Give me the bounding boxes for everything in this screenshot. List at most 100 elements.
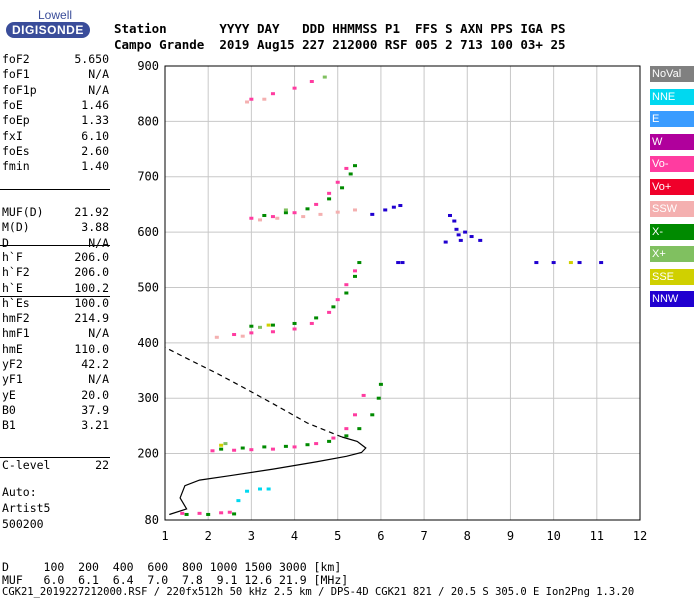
footer-muf-row: MUF 6.0 6.1 6.4 7.0 7.8 9.1 12.6 21.9 [M… (2, 573, 349, 587)
param-key: yF2 (2, 356, 23, 371)
electron-density-profile (169, 436, 367, 516)
echo-point (344, 283, 349, 287)
echo-point (219, 447, 224, 451)
x-tick-label: 8 (464, 529, 471, 543)
legend-sse: SSE (650, 268, 694, 285)
param-separator (0, 457, 110, 458)
plot-frame (164, 65, 641, 521)
echo-point (331, 436, 336, 440)
param-value: N/A (88, 326, 109, 341)
y-tick-label: 400 (137, 336, 159, 350)
param-foep: foEp 1.33 (2, 113, 109, 127)
param-key: foEs (2, 143, 30, 158)
param-value: 2.60 (81, 143, 109, 158)
echo-point (305, 207, 310, 211)
param-value: 42.2 (81, 356, 109, 371)
param-key: MUF(D) (2, 205, 44, 219)
echo-point (463, 230, 468, 234)
param-value: 5.650 (74, 52, 109, 66)
auto-label: Auto: (2, 485, 37, 499)
param-separator (0, 189, 110, 190)
legend-noval: NoVal (650, 66, 694, 82)
param-mufd: MUF(D) 21.92 (2, 205, 109, 219)
echo-point (469, 235, 474, 239)
legend-nne: NNE (650, 88, 694, 105)
param-hmf2: hmF2 214.9 (2, 311, 109, 325)
echo-point (335, 210, 340, 214)
legend-vo: Vo+ (650, 178, 694, 195)
param-key: foF1p (2, 82, 37, 97)
param-hes: h`Es 100.0 (2, 296, 109, 310)
echo-point (599, 261, 604, 265)
echo-point (361, 393, 366, 397)
echo-point (443, 240, 448, 244)
echo-point (454, 227, 459, 231)
x-tick-label: 6 (377, 529, 384, 543)
echo-point (219, 511, 224, 515)
echo-point (197, 511, 202, 515)
echo-point (236, 499, 241, 503)
echo-point (270, 447, 275, 451)
param-fof1: foF1 N/A (2, 67, 109, 81)
echo-point (448, 213, 452, 217)
echo-point (534, 261, 539, 265)
param-hf2: h`F2 206.0 (2, 265, 109, 279)
param-value: 100.2 (74, 280, 109, 295)
echo-point (292, 445, 297, 449)
param-key: foE (2, 97, 23, 112)
echo-point (270, 323, 275, 327)
echo-point (232, 512, 237, 516)
echo-point (223, 442, 228, 446)
param-b0: B0 37.9 (2, 403, 109, 417)
param-value: N/A (88, 67, 109, 82)
echo-point (249, 448, 254, 452)
param-value: N/A (88, 372, 109, 387)
x-tick-label: 11 (590, 529, 604, 543)
echo-point (270, 330, 275, 334)
param-foe: foE 1.46 (2, 98, 109, 112)
param-separator (0, 296, 110, 297)
echo-point (270, 215, 275, 219)
param-md: M(D) 3.88 (2, 220, 109, 234)
echo-point (283, 444, 288, 448)
legend-x: X- (650, 223, 694, 240)
echo-point (353, 413, 357, 417)
echo-point (249, 324, 254, 328)
echo-point (219, 443, 224, 447)
legend-e: E (650, 111, 694, 127)
legend-vo: Vo- (650, 156, 694, 172)
legend-nnw: NNW (650, 291, 694, 307)
echo-point (245, 100, 250, 104)
param-key: B1 (2, 418, 16, 433)
param-key: fxI (2, 128, 23, 143)
echo-point (353, 274, 357, 278)
y-tick-label: 900 (137, 59, 159, 73)
param-key: B0 (2, 402, 16, 417)
echo-point (309, 321, 314, 325)
echo-point (378, 382, 383, 386)
echo-point (249, 216, 254, 220)
legend-ssw: SSW (650, 201, 694, 217)
echo-point (391, 205, 396, 209)
param-fof2: foF2 5.650 (2, 52, 109, 66)
echo-point (452, 219, 457, 223)
param-d: D N/A (2, 236, 109, 250)
param-key: foEp (2, 113, 30, 128)
echo-point (258, 325, 262, 329)
param-value: 37.9 (81, 402, 109, 417)
param-key: D (2, 235, 9, 250)
y-tick-label: 300 (137, 391, 159, 405)
echo-point (245, 489, 250, 493)
param-key: hmF1 (2, 326, 30, 341)
echo-point (456, 233, 461, 237)
echo-point (353, 208, 357, 212)
param-b1: B1 3.21 (2, 418, 109, 432)
param-value: N/A (88, 235, 109, 250)
echo-point (292, 327, 297, 331)
param-value: 1.33 (81, 113, 109, 128)
y-tick-label: 500 (137, 280, 159, 294)
echo-point (258, 218, 262, 222)
profile-extrapolation (164, 346, 343, 438)
param-key: hmF2 (2, 311, 30, 325)
